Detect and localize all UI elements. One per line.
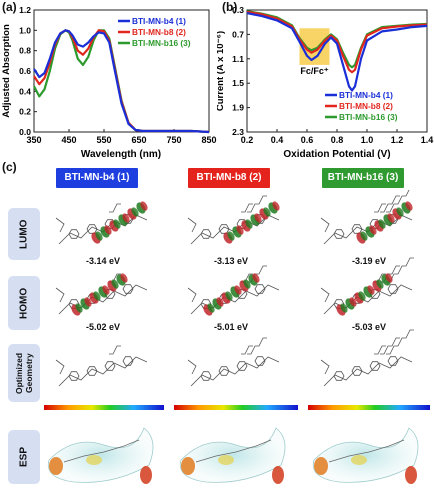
cv-legend-label-1: BTI-MN-b8 (2) xyxy=(339,101,393,111)
absorption-x-tick-label: 750 xyxy=(166,135,181,145)
cv-y-tick-label: 1.1 xyxy=(232,54,244,64)
row-label-esp: ESP xyxy=(8,430,40,484)
homo-orbital-lobes-1 xyxy=(203,273,260,316)
absorption-y-tick-label: 0.2 xyxy=(19,107,31,117)
absorption-x-tick-label: 350 xyxy=(26,135,41,145)
absorption-y-axis-label: Adjusted Absorption xyxy=(1,24,12,118)
absorption-series-line-0 xyxy=(33,29,210,134)
cv-y-tick-label: 0.3 xyxy=(232,5,244,15)
homo-orbital-lobes-2 xyxy=(336,273,393,316)
cv-legend-label-0: BTI-MN-b4 (1) xyxy=(339,90,393,100)
molecule-label-b16: BTI-MN-b16 (3) xyxy=(322,168,404,188)
optimized-geometry-0 xyxy=(55,345,148,387)
cv-series-line-1 xyxy=(246,10,428,74)
cv-x-tick-label: 0.4 xyxy=(271,135,284,145)
absorption-y-tick-label: 0.4 xyxy=(19,86,31,96)
cv-x-axis-label: Oxidation Potential (V) xyxy=(283,149,390,160)
homo-energy-b16: -5.03 eV xyxy=(351,322,387,332)
cv-y-tick-label: 1.5 xyxy=(232,78,244,88)
cv-x-tick-label: 0.2 xyxy=(241,135,254,145)
cv-y-tick-label: 2.3 xyxy=(232,127,244,137)
molecular-renderings xyxy=(44,190,430,484)
optimized-geometry-2 xyxy=(320,329,414,387)
cv-y-axis-label: Current (A x 10⁻⁶) xyxy=(217,31,226,111)
fc-annotation: Fc/Fc⁺ xyxy=(300,66,329,76)
absorption-legend-label-0: BTI-MN-b4 (1) xyxy=(132,16,186,26)
molecule-label-b8: BTI-MN-b8 (2) xyxy=(188,168,270,188)
absorption-chart: 350 450 550 650 750 8500.00.20.40.60.81.01.2 … xyxy=(1,5,217,160)
lumo-energy-b8: -3.13 eV xyxy=(213,256,249,266)
absorption-x-tick-label: 850 xyxy=(201,135,216,145)
cv-x-tick-label: 1.4 xyxy=(421,135,434,145)
absorption-x-tick-label: 450 xyxy=(61,135,76,145)
homo-molecule-2 xyxy=(320,257,414,315)
esp-colorbar-b16 xyxy=(308,405,430,410)
lumo-energy-b16: -3.19 eV xyxy=(351,256,387,266)
absorption-y-tick-label: 0.0 xyxy=(19,127,31,137)
esp-colorbar-b8 xyxy=(174,405,298,410)
lumo-energy-b4: -3.14 eV xyxy=(85,256,121,266)
row-label-lumo: LUMO xyxy=(8,208,40,260)
lumo-orbital-lobes-2 xyxy=(356,201,413,244)
lumo-orbital-lobes-1 xyxy=(223,201,280,244)
esp-colorbar-b4 xyxy=(44,405,164,410)
esp-surface-0 xyxy=(47,427,154,484)
row-label-geometry: Optimized Geometry xyxy=(8,344,40,402)
homo-energy-b8: -5.01 eV xyxy=(213,322,249,332)
panel-b-label: (b) xyxy=(222,0,238,14)
absorption-legend-label-1: BTI-MN-b8 (2) xyxy=(132,27,186,37)
cv-y-tick-label: 1.9 xyxy=(232,103,244,113)
molecule-label-b4: BTI-MN-b4 (1) xyxy=(56,168,138,188)
cv-x-tick-label: 1.2 xyxy=(391,135,404,145)
esp-surface-1 xyxy=(179,427,286,484)
panel-c-label: (c) xyxy=(2,160,17,174)
absorption-y-tick-label: 1.2 xyxy=(19,5,31,15)
cv-series-line-0 xyxy=(246,12,428,92)
cv-y-tick-label: 0.7 xyxy=(232,29,244,39)
row-label-homo: HOMO xyxy=(8,276,40,330)
cv-x-tick-label: 0.8 xyxy=(331,135,344,145)
absorption-x-axis-label: Wavelength (nm) xyxy=(81,149,161,160)
homo-energy-b4: -5.02 eV xyxy=(85,322,121,332)
panel-a-label: (a) xyxy=(2,0,17,14)
absorption-y-tick-label: 1.0 xyxy=(19,25,31,35)
cv-chart: 0.2 0.4 0.6 0.8 1.0 1.2 1.40.30.71.11.51.92.3 … xyxy=(217,5,434,160)
absorption-x-tick-label: 550 xyxy=(96,135,111,145)
esp-surface-2 xyxy=(312,427,419,484)
lumo-orbital-lobes-0 xyxy=(91,201,148,244)
optimized-geometry-1 xyxy=(187,337,280,387)
homo-orbital-lobes-0 xyxy=(71,273,128,316)
absorption-y-tick-label: 0.8 xyxy=(19,46,31,56)
absorption-legend-label-2: BTI-MN-b16 (3) xyxy=(132,38,191,48)
absorption-x-tick-label: 650 xyxy=(131,135,146,145)
cv-x-tick-label: 1.0 xyxy=(361,135,374,145)
cv-legend-label-2: BTI-MN-b16 (3) xyxy=(339,112,398,122)
absorption-y-tick-label: 0.6 xyxy=(19,66,31,76)
cv-x-tick-label: 0.6 xyxy=(301,135,314,145)
